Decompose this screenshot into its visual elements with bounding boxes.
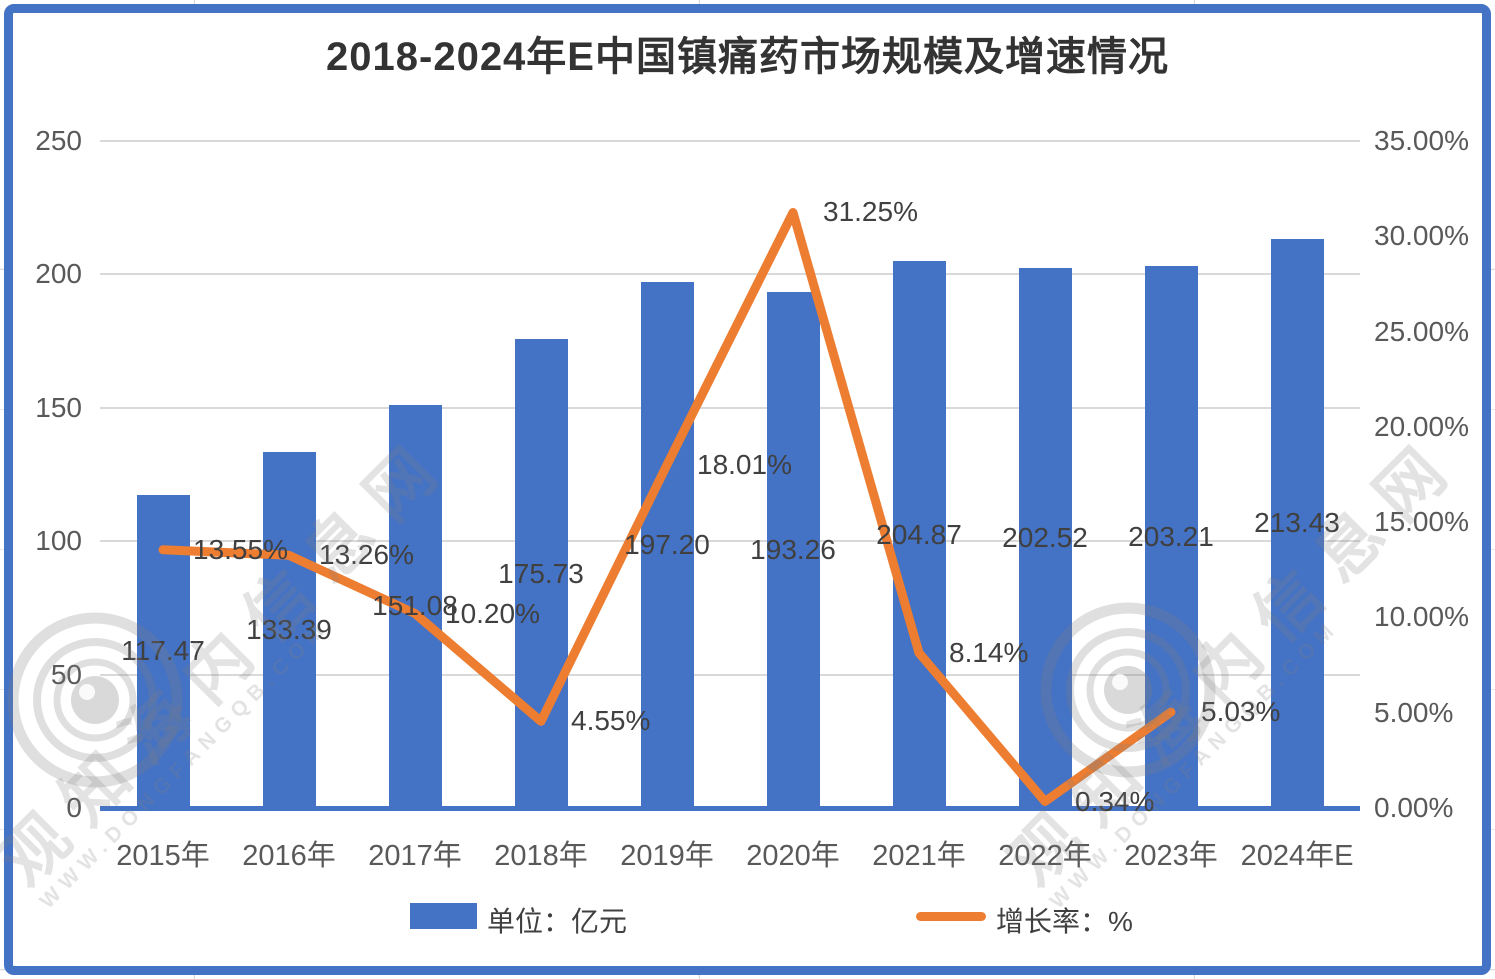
bar-value-label: 204.87	[876, 518, 962, 550]
legend-line-swatch	[916, 912, 986, 921]
growth-rate-label: 10.20%	[445, 597, 540, 629]
bar-value-label: 213.43	[1254, 507, 1340, 539]
x-axis-category-label: 2020年	[746, 840, 840, 872]
y-axis-left-tick: 50	[50, 658, 82, 690]
y-axis-left-tick: 100	[35, 525, 82, 557]
y-axis-left-tick: 200	[35, 258, 82, 290]
growth-rate-label: 8.14%	[949, 636, 1029, 668]
y-axis-right-tick: 10.00%	[1374, 601, 1469, 633]
x-axis-line	[100, 806, 1360, 811]
x-axis-category-label: 2018年	[494, 840, 588, 872]
bar-value-label: 193.26	[750, 534, 836, 566]
x-axis-category-label: 2019年	[620, 840, 714, 872]
chart-title: 2018-2024年E中国镇痛药市场规模及增速情况	[326, 35, 1169, 79]
growth-rate-label: 13.55%	[193, 533, 288, 565]
y-axis-left-tick: 0	[66, 792, 82, 823]
bar-value-label: 197.20	[624, 528, 710, 560]
legend-bar-label: 单位：亿元	[487, 906, 628, 937]
x-axis-category-label: 2023年	[1124, 840, 1218, 872]
x-axis-category-label: 2022年	[998, 840, 1092, 872]
legend-bar-swatch	[410, 903, 477, 929]
bar-value-label: 133.39	[246, 614, 332, 646]
y-axis-right-tick: 0.00%	[1374, 792, 1454, 823]
chart-border-frame	[4, 4, 1491, 975]
y-axis-right-tick: 15.00%	[1374, 506, 1469, 538]
bar-value-label: 202.52	[1002, 521, 1088, 553]
y-axis-left-tick: 150	[35, 391, 82, 423]
x-axis-category-label: 2021年	[872, 840, 966, 872]
y-axis-right-tick: 25.00%	[1374, 315, 1469, 347]
y-axis-right-tick: 35.00%	[1374, 125, 1469, 156]
growth-rate-label: 18.01%	[697, 448, 792, 480]
y-axis-right-tick: 20.00%	[1374, 410, 1469, 442]
bar-value-label: 117.47	[121, 635, 205, 667]
x-axis-category-label: 2024年E	[1240, 840, 1354, 872]
x-axis-category-label: 2016年	[242, 840, 336, 872]
bar-value-label: 203.21	[1128, 520, 1214, 552]
legend-line-label: 增长率：%	[996, 906, 1133, 937]
y-axis-right-tick: 5.00%	[1374, 696, 1454, 728]
y-axis-left-tick: 250	[35, 125, 82, 156]
market-size-bar	[1270, 238, 1324, 808]
x-axis-category-label: 2015年	[116, 840, 210, 872]
growth-rate-label: 0.34%	[1075, 785, 1155, 817]
growth-rate-label: 31.25%	[823, 196, 918, 228]
growth-rate-label: 5.03%	[1201, 696, 1281, 728]
bar-value-label: 175.73	[498, 557, 584, 589]
plot-gridline	[100, 140, 1360, 142]
growth-rate-label: 4.55%	[571, 705, 651, 737]
growth-rate-label: 13.26%	[319, 539, 414, 571]
x-axis-category-label: 2017年	[368, 840, 462, 872]
legend: 单位：亿元 增长率：%	[0, 900, 1495, 940]
y-axis-right-tick: 30.00%	[1374, 220, 1469, 252]
